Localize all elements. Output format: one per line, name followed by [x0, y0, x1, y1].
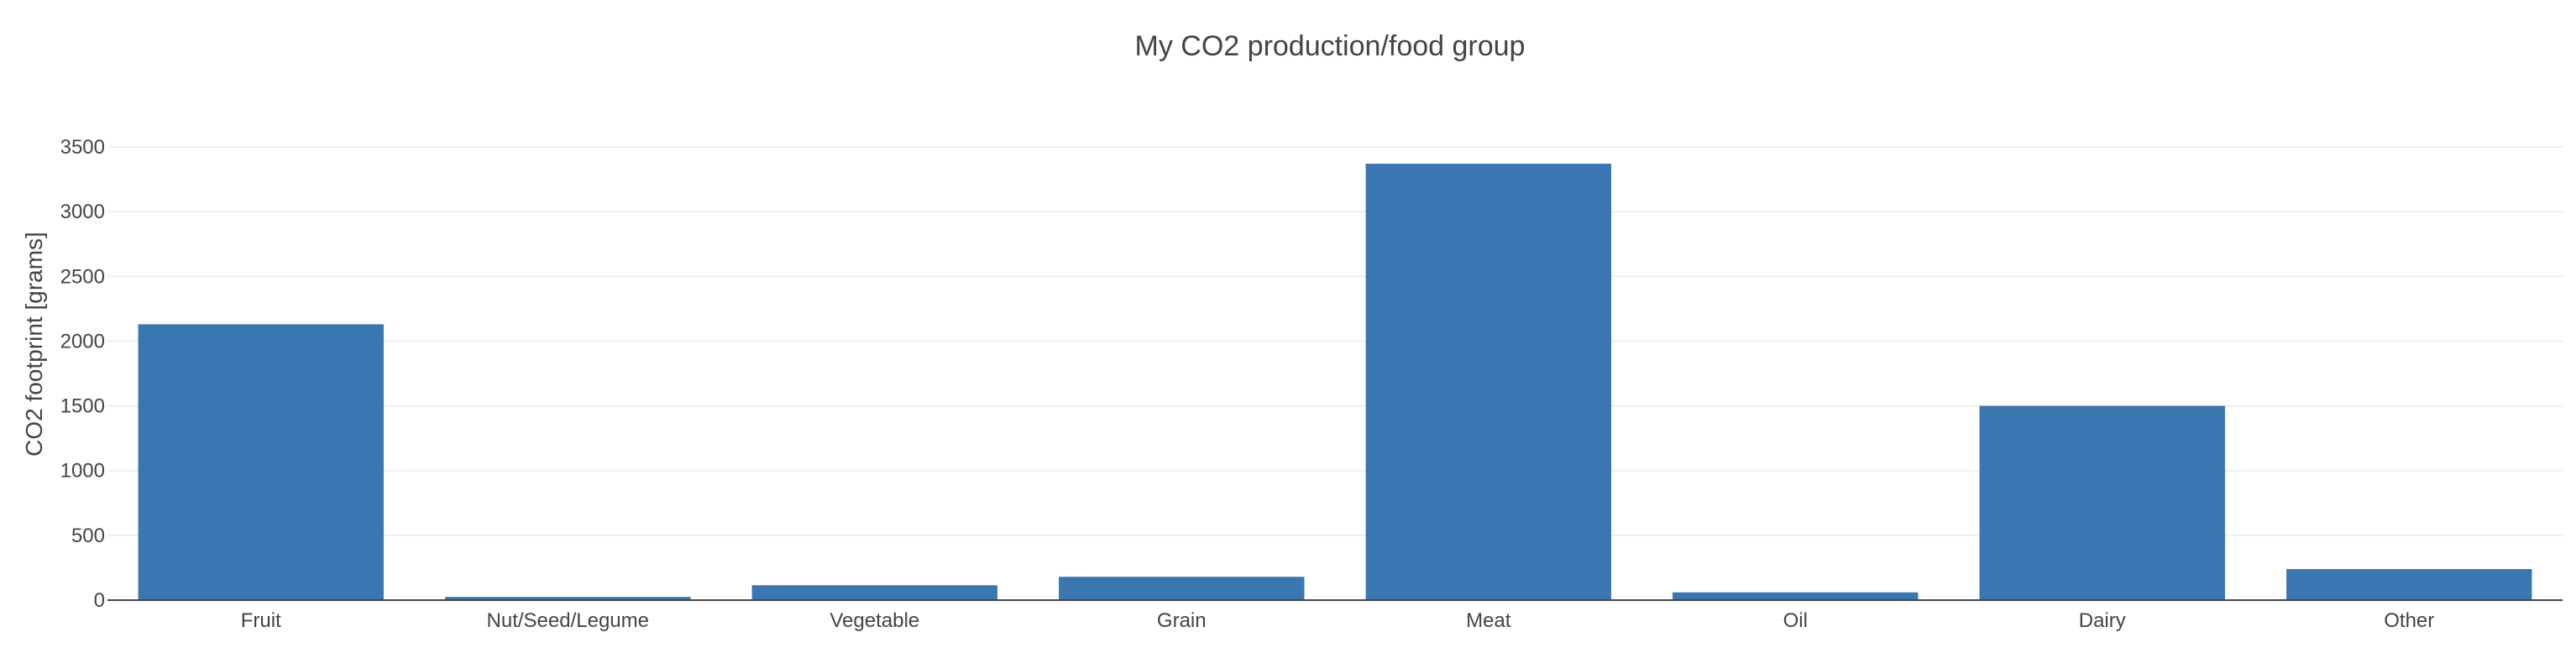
x-tick-labels: Fruit Nut/Seed/Legume Vegetable Grain Meat Oi…: [241, 609, 2435, 632]
bar-oil[interactable]: [1673, 592, 1919, 600]
y-tick-label-3500: 3500: [60, 136, 105, 159]
bar-layer: [138, 164, 2532, 601]
x-tick-label-oil: Oil: [1783, 609, 1808, 632]
y-tick-label-1000: 1000: [60, 460, 105, 483]
x-tick-label-dairy: Dairy: [2079, 609, 2126, 632]
x-tick-label-vegetable: Vegetable: [830, 609, 919, 632]
bar-fruit[interactable]: [138, 324, 384, 600]
y-axis-title: CO2 footprint [grams]: [21, 232, 47, 457]
y-tick-label-2500: 2500: [60, 265, 105, 288]
y-tick-labels: 0 500 1000 1500 2000 2500 3000 3500: [60, 136, 105, 612]
x-tick-label-grain: Grain: [1157, 609, 1207, 632]
bar-dairy[interactable]: [1979, 405, 2225, 600]
x-tick-label-other: Other: [2384, 609, 2434, 632]
chart-title: My CO2 production/food group: [1135, 30, 1526, 62]
y-tick-label-2000: 2000: [60, 330, 105, 353]
x-tick-label-nut-seed-legume: Nut/Seed/Legume: [487, 609, 649, 632]
y-tick-label-3000: 3000: [60, 201, 105, 223]
y-tick-label-500: 500: [71, 525, 105, 547]
bar-nut-seed-legume[interactable]: [445, 597, 691, 600]
bar-grain[interactable]: [1059, 577, 1305, 600]
x-tick-label-meat: Meat: [1466, 609, 1511, 632]
bar-other[interactable]: [2286, 568, 2532, 600]
y-tick-label-0: 0: [94, 589, 105, 612]
bar-meat[interactable]: [1365, 164, 1611, 601]
bar-vegetable[interactable]: [751, 585, 997, 600]
x-tick-label-fruit: Fruit: [241, 609, 281, 632]
grid-layer: [107, 146, 2563, 536]
y-tick-label-1500: 1500: [60, 395, 105, 418]
